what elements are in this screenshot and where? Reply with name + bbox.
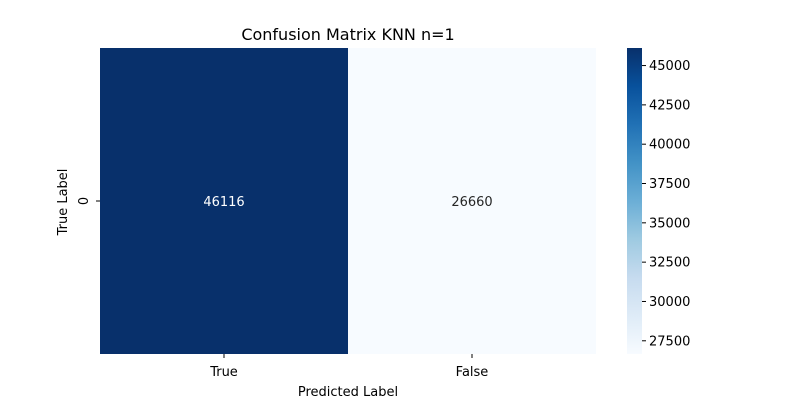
x-tick-label: True <box>209 365 238 380</box>
heatmap-cell-value: 26660 <box>451 195 492 210</box>
colorbar-tick-label: 27500 <box>649 334 690 349</box>
colorbar-tick-label: 35000 <box>649 216 690 231</box>
colorbar-tick-label: 30000 <box>649 295 690 310</box>
x-axis-ticks: True False <box>209 354 488 380</box>
x-tick-label: False <box>456 365 489 380</box>
colorbar-tick-label: 32500 <box>649 256 690 271</box>
heatmap-cell-value: 46116 <box>203 195 244 210</box>
chart-title: Confusion Matrix KNN n=1 <box>241 25 454 44</box>
heatmap-cell <box>348 48 596 354</box>
colorbar-tick-label: 45000 <box>649 59 690 74</box>
x-axis-label: Predicted Label <box>298 385 398 400</box>
y-tick-label: 0 <box>77 197 92 205</box>
colorbar-tick-label: 37500 <box>649 177 690 192</box>
colorbar-tick-label: 42500 <box>649 98 690 113</box>
colorbar: 27500 30000 32500 35000 37500 40000 42500 45000 <box>627 48 690 354</box>
y-axis-label: True Label <box>56 169 71 237</box>
heatmap-cell <box>100 48 348 354</box>
colorbar-gradient <box>627 48 642 354</box>
colorbar-tick-label: 40000 <box>649 138 690 153</box>
y-axis-ticks: 0 <box>77 197 100 205</box>
heatmap-cells: 46116 26660 <box>100 48 596 354</box>
